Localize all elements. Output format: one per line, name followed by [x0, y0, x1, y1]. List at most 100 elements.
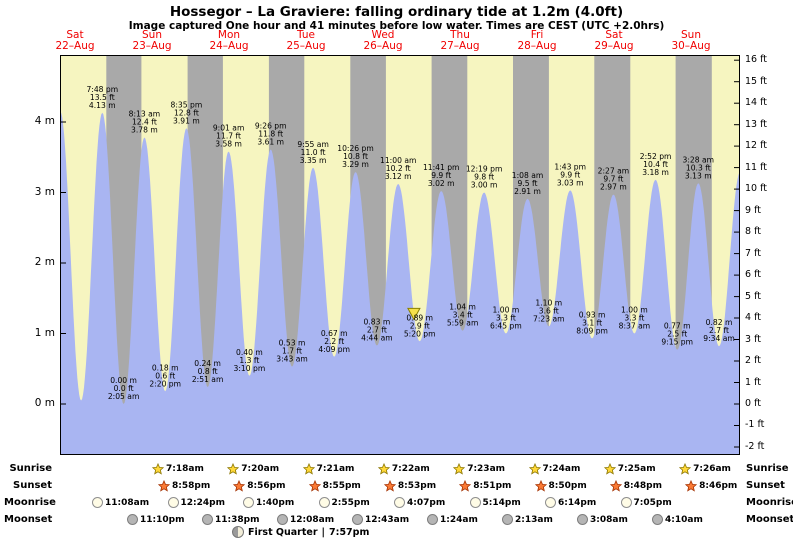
tide-annotation: 1.04 m 3.4 ft 5:59 am	[447, 303, 479, 328]
day-date: 30–Aug	[671, 40, 711, 52]
tide-annotation: 8:35 pm 12.8 ft 3.91 m	[171, 100, 203, 125]
page-title: Hossegor – La Graviere: falling ordinary…	[169, 4, 624, 20]
y-axis-label-ft: 9 ft	[745, 204, 761, 216]
tide-annotation: 11:00 am 10.2 ft 3.12 m	[380, 156, 416, 181]
moonset-time-text: 12:43am	[365, 514, 410, 525]
sunset-time-text: 8:56pm	[247, 480, 286, 491]
sunset-star-icon	[459, 479, 472, 492]
tide-annotation: 0.83 m 2.7 ft 4:44 am	[361, 318, 393, 343]
tide-annotation: 10:26 pm 10.8 ft 3.29 m	[337, 144, 374, 169]
sunrise-time: 7:20am	[227, 462, 279, 475]
y-axis-label-ft: 3 ft	[745, 333, 761, 345]
y-axis-label-ft: 15 ft	[745, 75, 768, 87]
moonrise-time: 6:14pm	[545, 496, 596, 509]
moonset-time-text: 4:10am	[665, 514, 703, 525]
sunset-time-text: 8:51pm	[473, 480, 512, 491]
day-date: 27–Aug	[440, 40, 480, 52]
tide-annotation: 0.89 m 2.9 ft 5:20 pm	[404, 313, 436, 338]
day-date: 28–Aug	[517, 40, 557, 52]
moonset-moon-icon	[502, 514, 513, 525]
moonrise-time: 1:40pm	[243, 496, 294, 509]
sunrise-star-icon	[679, 462, 692, 475]
moonset-time: 12:43am	[352, 513, 409, 526]
moonrise-time-text: 4:07pm	[407, 497, 446, 508]
day-label: Sun 30–Aug	[659, 30, 723, 52]
sunrise-label-right: Sunrise	[746, 463, 789, 474]
y-axis-label-ft: 2 ft	[745, 355, 761, 367]
sunset-time: 8:46pm	[685, 479, 737, 492]
day-label: Tue 25–Aug	[274, 30, 338, 52]
sunset-time: 8:48pm	[609, 479, 662, 492]
moonset-time-text: 2:13am	[515, 514, 553, 525]
moonrise-moon-icon	[394, 497, 405, 508]
sunset-star-icon	[158, 479, 170, 492]
day-label: Sat 22–Aug	[43, 30, 107, 52]
sunset-star-icon	[233, 479, 246, 492]
y-axis-label-m: 2 m	[34, 256, 55, 268]
moonset-time: 4:10am	[652, 513, 703, 526]
moon-phase-separator: |	[321, 526, 326, 538]
day-of-week: Wed	[371, 29, 395, 41]
y-axis-label-ft: 12 ft	[745, 140, 768, 152]
sunset-time: 8:56pm	[233, 479, 286, 492]
y-axis-label-ft: 8 ft	[745, 226, 761, 238]
sunset-star-icon	[685, 479, 698, 492]
tide-curve	[60, 111, 740, 455]
sunset-star-icon	[609, 479, 622, 492]
sunset-time-text: 8:58pm	[172, 480, 211, 491]
sunset-time: 8:51pm	[459, 479, 511, 492]
y-axis-label-m: 3 m	[34, 185, 55, 198]
moonset-time: 3:08am	[577, 513, 628, 526]
y-axis-label-m: 0 m	[34, 397, 55, 409]
sunrise-time-text: 7:18am	[166, 463, 204, 474]
sunset-time-text: 8:53pm	[397, 480, 437, 491]
day-label: Mon 24–Aug	[197, 30, 261, 52]
moonrise-time: 5:14pm	[469, 496, 521, 509]
tide-annotation: 0.53 m 1.7 ft 3:43 am	[276, 339, 308, 364]
sunrise-time: 7:26am	[679, 462, 731, 475]
moonset-time: 2:13am	[502, 513, 553, 526]
tide-annotation: 9:01 am 11.7 ft 3.58 m	[213, 124, 245, 149]
tide-annotation: 2:27 am 9.7 ft 2.97 m	[598, 167, 630, 192]
tide-annotation: 11:41 pm 9.9 ft 3.02 m	[423, 163, 460, 188]
sunrise-time-text: 7:20am	[241, 463, 280, 474]
tide-chart: 7:48 pm 13.5 ft 4.13 m 0.00 m 0.0 ft 2:05 am 8…	[60, 55, 740, 455]
moonset-time-text: 11:38pm	[215, 514, 260, 525]
day-of-week: Fri	[530, 29, 544, 41]
moonset-time-text: 11:10pm	[140, 514, 185, 525]
tide-annotation: 2:52 pm 10.4 ft 3.18 m	[640, 152, 672, 177]
tide-annotation: 0.00 m 0.0 ft 2:05 am	[108, 376, 140, 401]
tide-annotation: 1.00 m 3.3 ft 6:45 pm	[490, 306, 522, 331]
y-axis-label-ft: 16 ft	[745, 54, 768, 66]
moonset-time-text: 1:24am	[440, 514, 478, 525]
moonset-time: 12:08am	[277, 513, 334, 526]
sunrise-time-text: 7:25am	[617, 463, 656, 474]
y-axis-label-ft: 10 ft	[745, 183, 768, 195]
sunrise-star-icon	[603, 462, 616, 475]
moonrise-time-text: 1:40pm	[256, 497, 295, 508]
tide-annotation: 0.18 m 0.6 ft 2:20 pm	[149, 363, 181, 388]
day-of-week: Sun	[681, 29, 701, 41]
sunrise-star-icon	[227, 462, 240, 475]
sunset-label-left: Sunset	[13, 480, 52, 491]
current-tide-marker	[407, 307, 421, 321]
sunset-time-text: 8:46pm	[699, 480, 738, 491]
sunrise-time-text: 7:26am	[693, 463, 731, 474]
moon-phase-name: First Quarter	[248, 526, 318, 538]
y-axis-label-ft: 11 ft	[745, 161, 768, 173]
tide-annotation: 1:08 am 9.5 ft 2.91 m	[512, 171, 544, 196]
day-label: Sun 23–Aug	[120, 30, 184, 52]
day-of-week: Sat	[66, 29, 84, 41]
tide-annotation: 0.40 m 1.3 ft 3:10 pm	[234, 348, 266, 373]
tide-annotation: 0.67 m 2.2 ft 4:09 pm	[318, 329, 350, 354]
moonrise-moon-icon	[620, 497, 632, 508]
y-axis-label-ft: 0 ft	[745, 398, 761, 409]
moonrise-time-text: 12:24pm	[180, 497, 225, 508]
sunrise-time-text: 7:23am	[467, 463, 506, 474]
sunrise-star-icon	[377, 462, 390, 475]
moonrise-label-left: Moonrise	[4, 497, 56, 508]
moonrise-time: 7:05pm	[620, 496, 672, 509]
sunrise-time: 7:25am	[603, 462, 656, 475]
sunrise-label-left: Sunrise	[9, 463, 52, 474]
day-label: Wed 26–Aug	[351, 30, 415, 52]
